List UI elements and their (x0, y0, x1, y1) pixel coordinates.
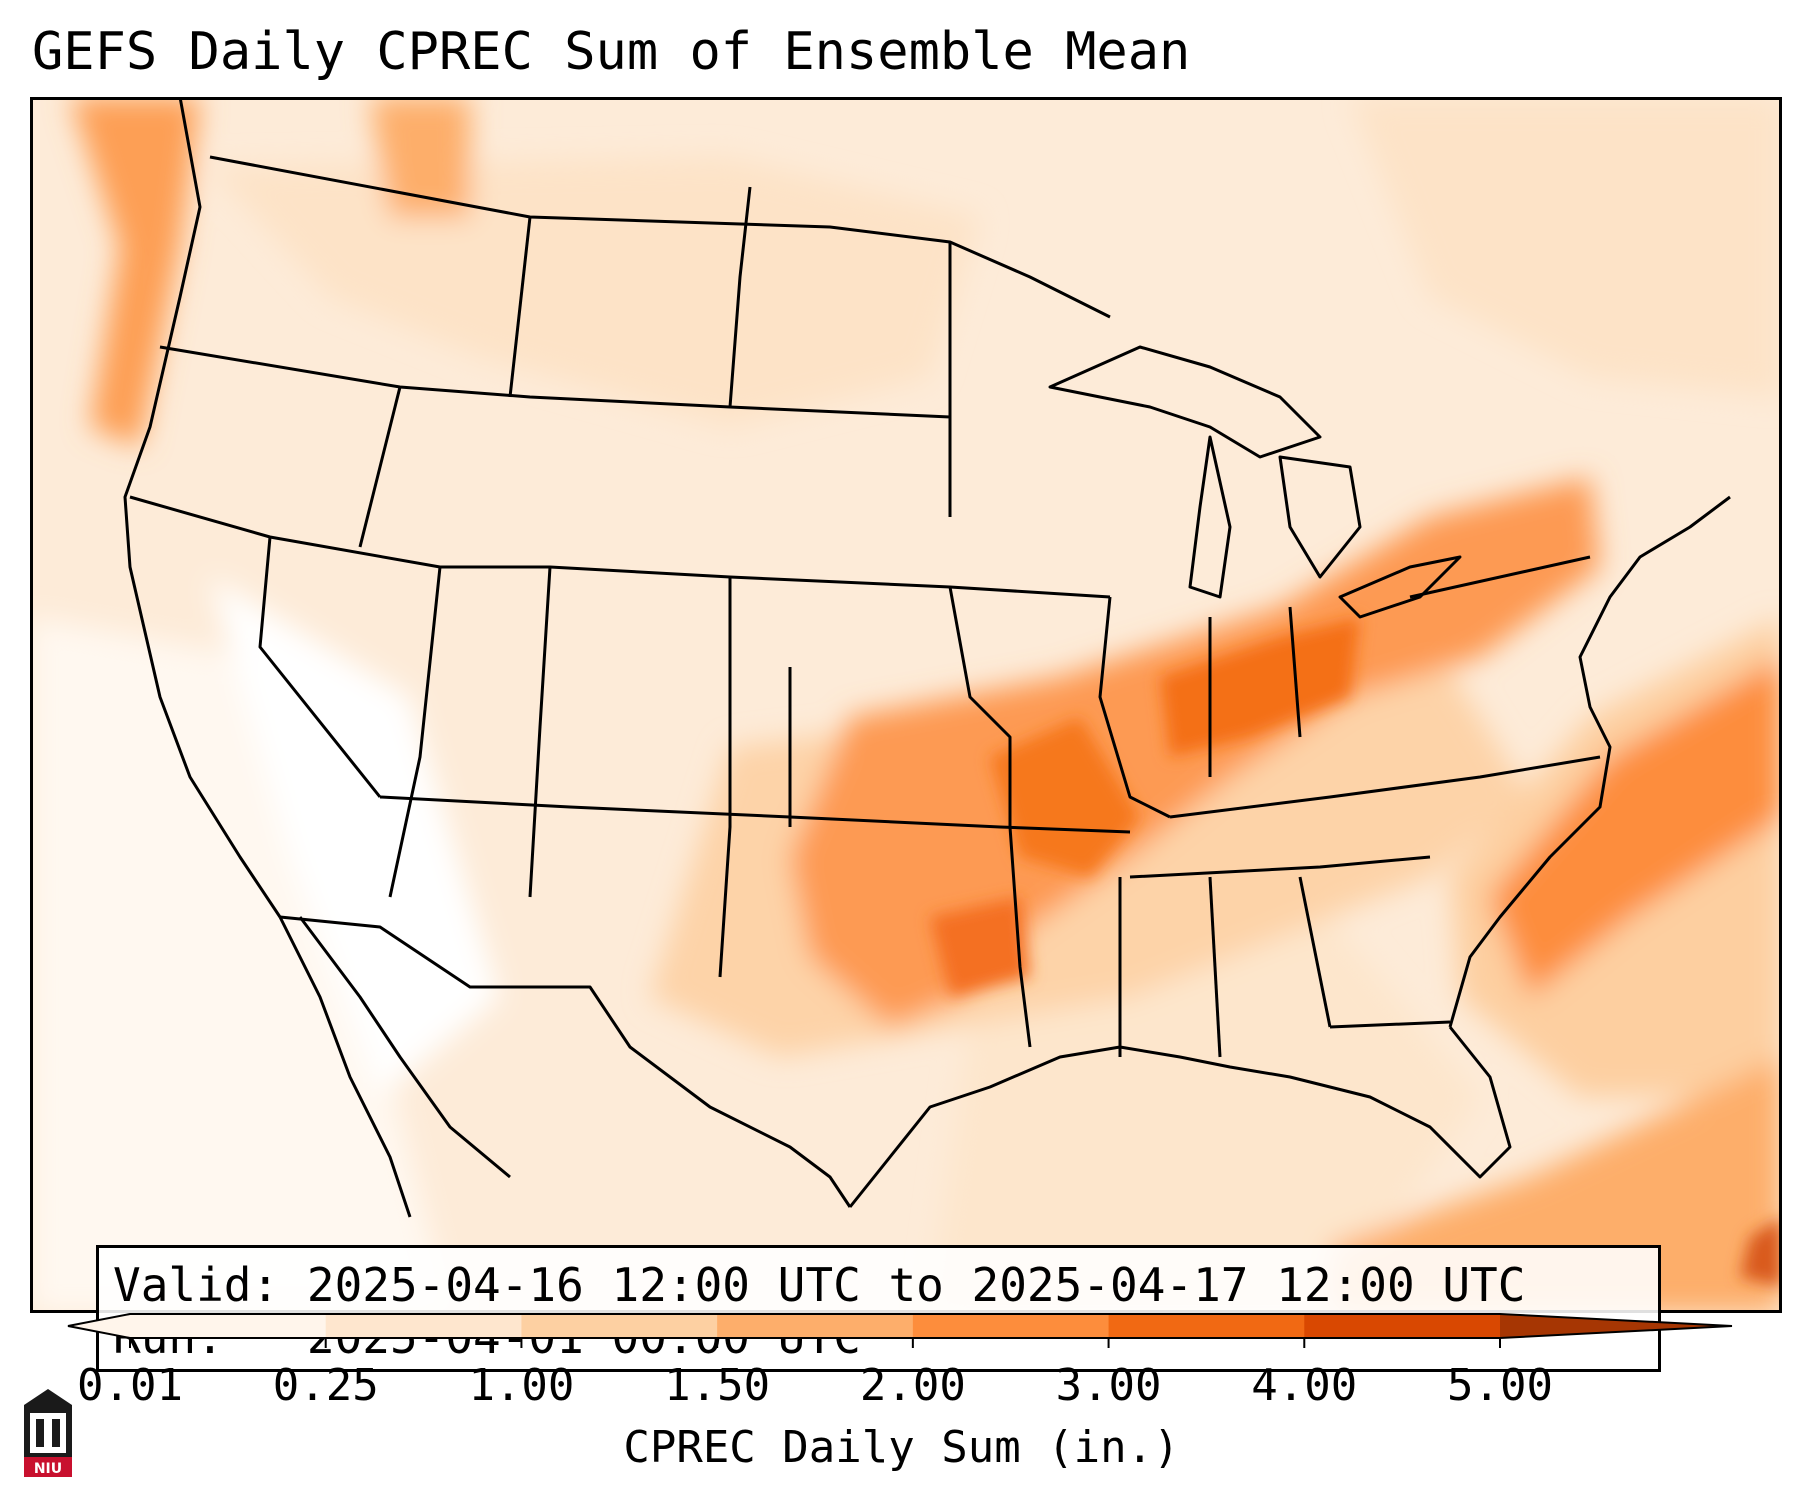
colorbar-over-arrow (1500, 1314, 1732, 1338)
baja-coastline (278, 916, 412, 1218)
gulf-coastline (848, 1026, 1512, 1208)
colorbar-axis-label: CPREC Daily Sum (in.) (623, 1422, 1180, 1473)
state-line-pennsylvania (1409, 555, 1591, 599)
state-line-arkansas-west (1008, 826, 1032, 1048)
colorbar-segment (325, 1314, 522, 1338)
logo-text: NIU (34, 1461, 62, 1477)
state-line-ohio-west (1288, 606, 1302, 738)
colorbar-ticks (129, 1338, 1501, 1348)
colorbar-tick-label: 1.50 (664, 1360, 771, 1411)
colorbar-tick-label: 0.01 (77, 1360, 183, 1411)
colorbar-segment (912, 1314, 1110, 1338)
atlantic-coastline (1448, 495, 1731, 1028)
precip-area-pale-canada (1350, 97, 1782, 397)
colorbar-segment (717, 1314, 914, 1338)
precip-area-deep-texas (930, 897, 1030, 997)
lake-michigan (1188, 435, 1232, 599)
state-line-montana (508, 216, 532, 398)
colorbar-tick-label: 4.00 (1251, 1360, 1358, 1411)
mexico-border (279, 915, 852, 1208)
page-title: GEFS Daily CPREC Sum of Ensemble Mean (32, 22, 1191, 82)
valid-label: Valid: (113, 1258, 280, 1312)
precip-area-pale-gulf (930, 917, 1480, 1313)
colorbar-tick-label: 2.00 (859, 1360, 966, 1411)
lake-erie (1338, 555, 1462, 619)
state-line-idaho (358, 386, 402, 548)
colorbar-segment (521, 1314, 718, 1338)
state-line-alabama-west (1208, 876, 1222, 1058)
state-line-tennessee-south (1129, 855, 1431, 879)
pacific-coastline (123, 97, 282, 918)
precipitation-map (30, 97, 1782, 1313)
lake-superior (1048, 345, 1322, 459)
precip-area-pacific-northwest (70, 97, 200, 447)
colorbar-tick-label: 3.00 (1055, 1360, 1162, 1411)
colorbar-segment (130, 1314, 327, 1338)
colorbar-segment (1108, 1314, 1305, 1338)
precip-area-orange-core (790, 477, 1600, 1027)
precip-area-deep-caribbean (1740, 1217, 1782, 1287)
colorbar-tick-label: 0.25 (272, 1360, 379, 1411)
valid-value: 2025-04-16 12:00 UTC to 2025-04-17 12:00… (306, 1258, 1526, 1312)
valid-time-box: Valid: 2025-04-16 12:00 UTC to 2025-04-1… (96, 1245, 1661, 1372)
colorbar-tick-label: 1.00 (468, 1360, 575, 1411)
state-line-colorado-east (718, 577, 732, 978)
canada-border (209, 155, 1111, 319)
state-line-nevada (258, 536, 382, 798)
precip-area-deep-arkansas (990, 717, 1140, 877)
state-line-colorado-west (528, 566, 552, 898)
gulf-of-california-coast (298, 916, 511, 1179)
state-line-utah (388, 566, 442, 898)
colorbar-under-arrow (68, 1314, 130, 1338)
precip-area-idaho (370, 97, 470, 217)
valid-line: Valid: 2025-04-16 12:00 UTC to 2025-04-1… (113, 1258, 1525, 1312)
state-line-dakotas (728, 186, 752, 408)
niu-logo: NIU (24, 1389, 72, 1477)
colorbar-tick-label: 5.00 (1447, 1360, 1553, 1411)
coastline-and-borders (123, 97, 1731, 1218)
precip-area-atlantic-band (1490, 657, 1782, 997)
logo-building (30, 1413, 66, 1453)
state-line-north-tier (159, 345, 952, 517)
logo-banner (24, 1457, 72, 1477)
state-line-mississippi-river (1098, 596, 1171, 819)
precip-area-lightest-sw (30, 617, 450, 1313)
colorbar (67, 1313, 1733, 1348)
state-line-georgia-west (1298, 876, 1332, 1028)
state-line-missouri-west (948, 586, 1012, 827)
lake-huron (1278, 455, 1362, 579)
map-panel: Valid: 2025-04-16 12:00 UTC to 2025-04-1… (30, 97, 1782, 1372)
precip-area-dry-southwest (210, 577, 500, 1097)
state-line-florida-north (1329, 1020, 1451, 1029)
logo-window-right (52, 1419, 60, 1447)
colorbar-segment (1304, 1314, 1501, 1338)
logo-window-left (36, 1419, 44, 1447)
colorbar-segments (68, 1314, 1732, 1338)
state-line-tennessee-north (1169, 755, 1601, 819)
